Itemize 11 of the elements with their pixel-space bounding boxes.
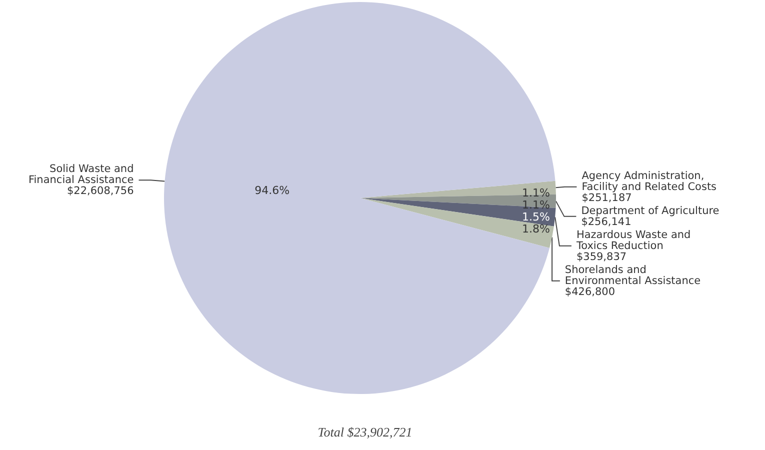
slice-label: Shorelands and Environmental Assistance $426,800 (564, 264, 701, 298)
text: Total $23,902,721 (318, 424, 412, 440)
slice-label: Solid Waste and Financial Assistance $22,608,756 (28, 163, 134, 198)
data-label: 1.8% (522, 222, 550, 236)
slice-label: Hazardous Waste and Toxics Reduction $359,837 (575, 228, 691, 263)
data-label: 1.1% (522, 198, 550, 212)
data-label: 94.6% (254, 184, 290, 197)
slice-label: Department of Agriculture $256,141 (581, 204, 720, 228)
slice-label: Agency Administration, Facility and Related Costs $251,187 (582, 170, 717, 204)
data-label: 1.5% (522, 210, 550, 224)
data-label: 1.1% (522, 186, 550, 200)
